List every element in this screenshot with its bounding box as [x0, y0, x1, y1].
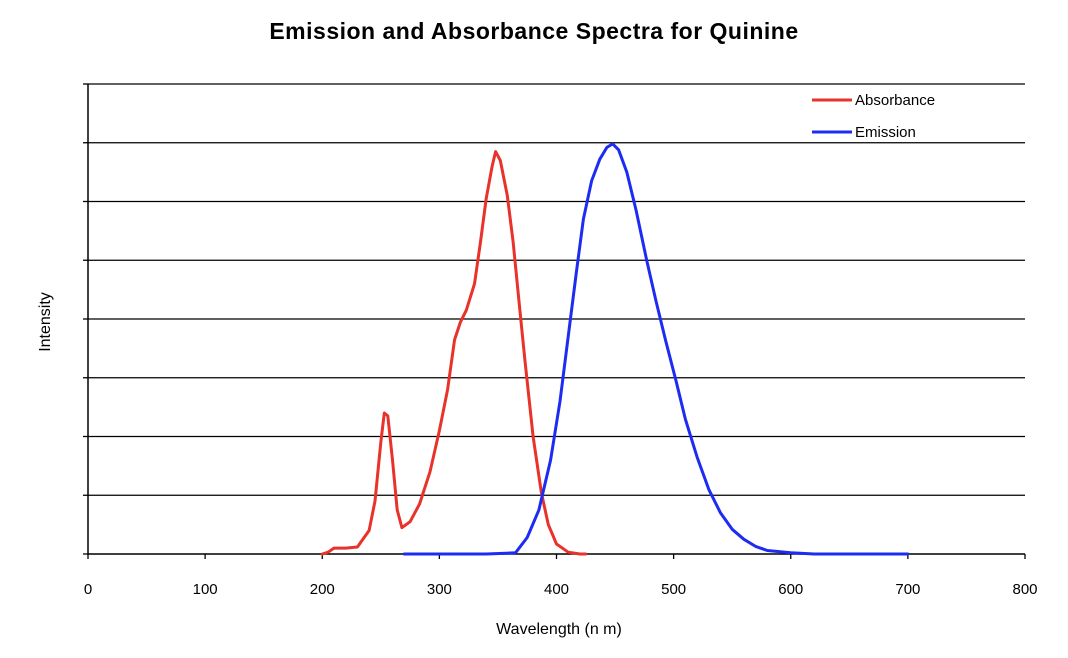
chart-title: Emission and Absorbance Spectra for Quin… — [269, 18, 799, 44]
x-tick-label: 0 — [84, 581, 92, 598]
x-tick-label: 200 — [310, 581, 335, 598]
x-tick-label: 400 — [544, 581, 569, 598]
x-axis-label: Wavelength (n m) — [496, 621, 622, 638]
x-tick-label: 100 — [193, 581, 218, 598]
legend-label-emission: Emission — [855, 124, 916, 141]
series-line-emission — [402, 142, 910, 556]
x-tick-label: 800 — [1012, 581, 1037, 598]
legend-label-absorbance: Absorbance — [855, 92, 935, 109]
x-tick-label: 500 — [661, 581, 686, 598]
x-tick-label: 700 — [895, 581, 920, 598]
x-tick-label: 600 — [778, 581, 803, 598]
x-tick-label: 300 — [427, 581, 452, 598]
series-line-absorbance — [320, 150, 588, 556]
